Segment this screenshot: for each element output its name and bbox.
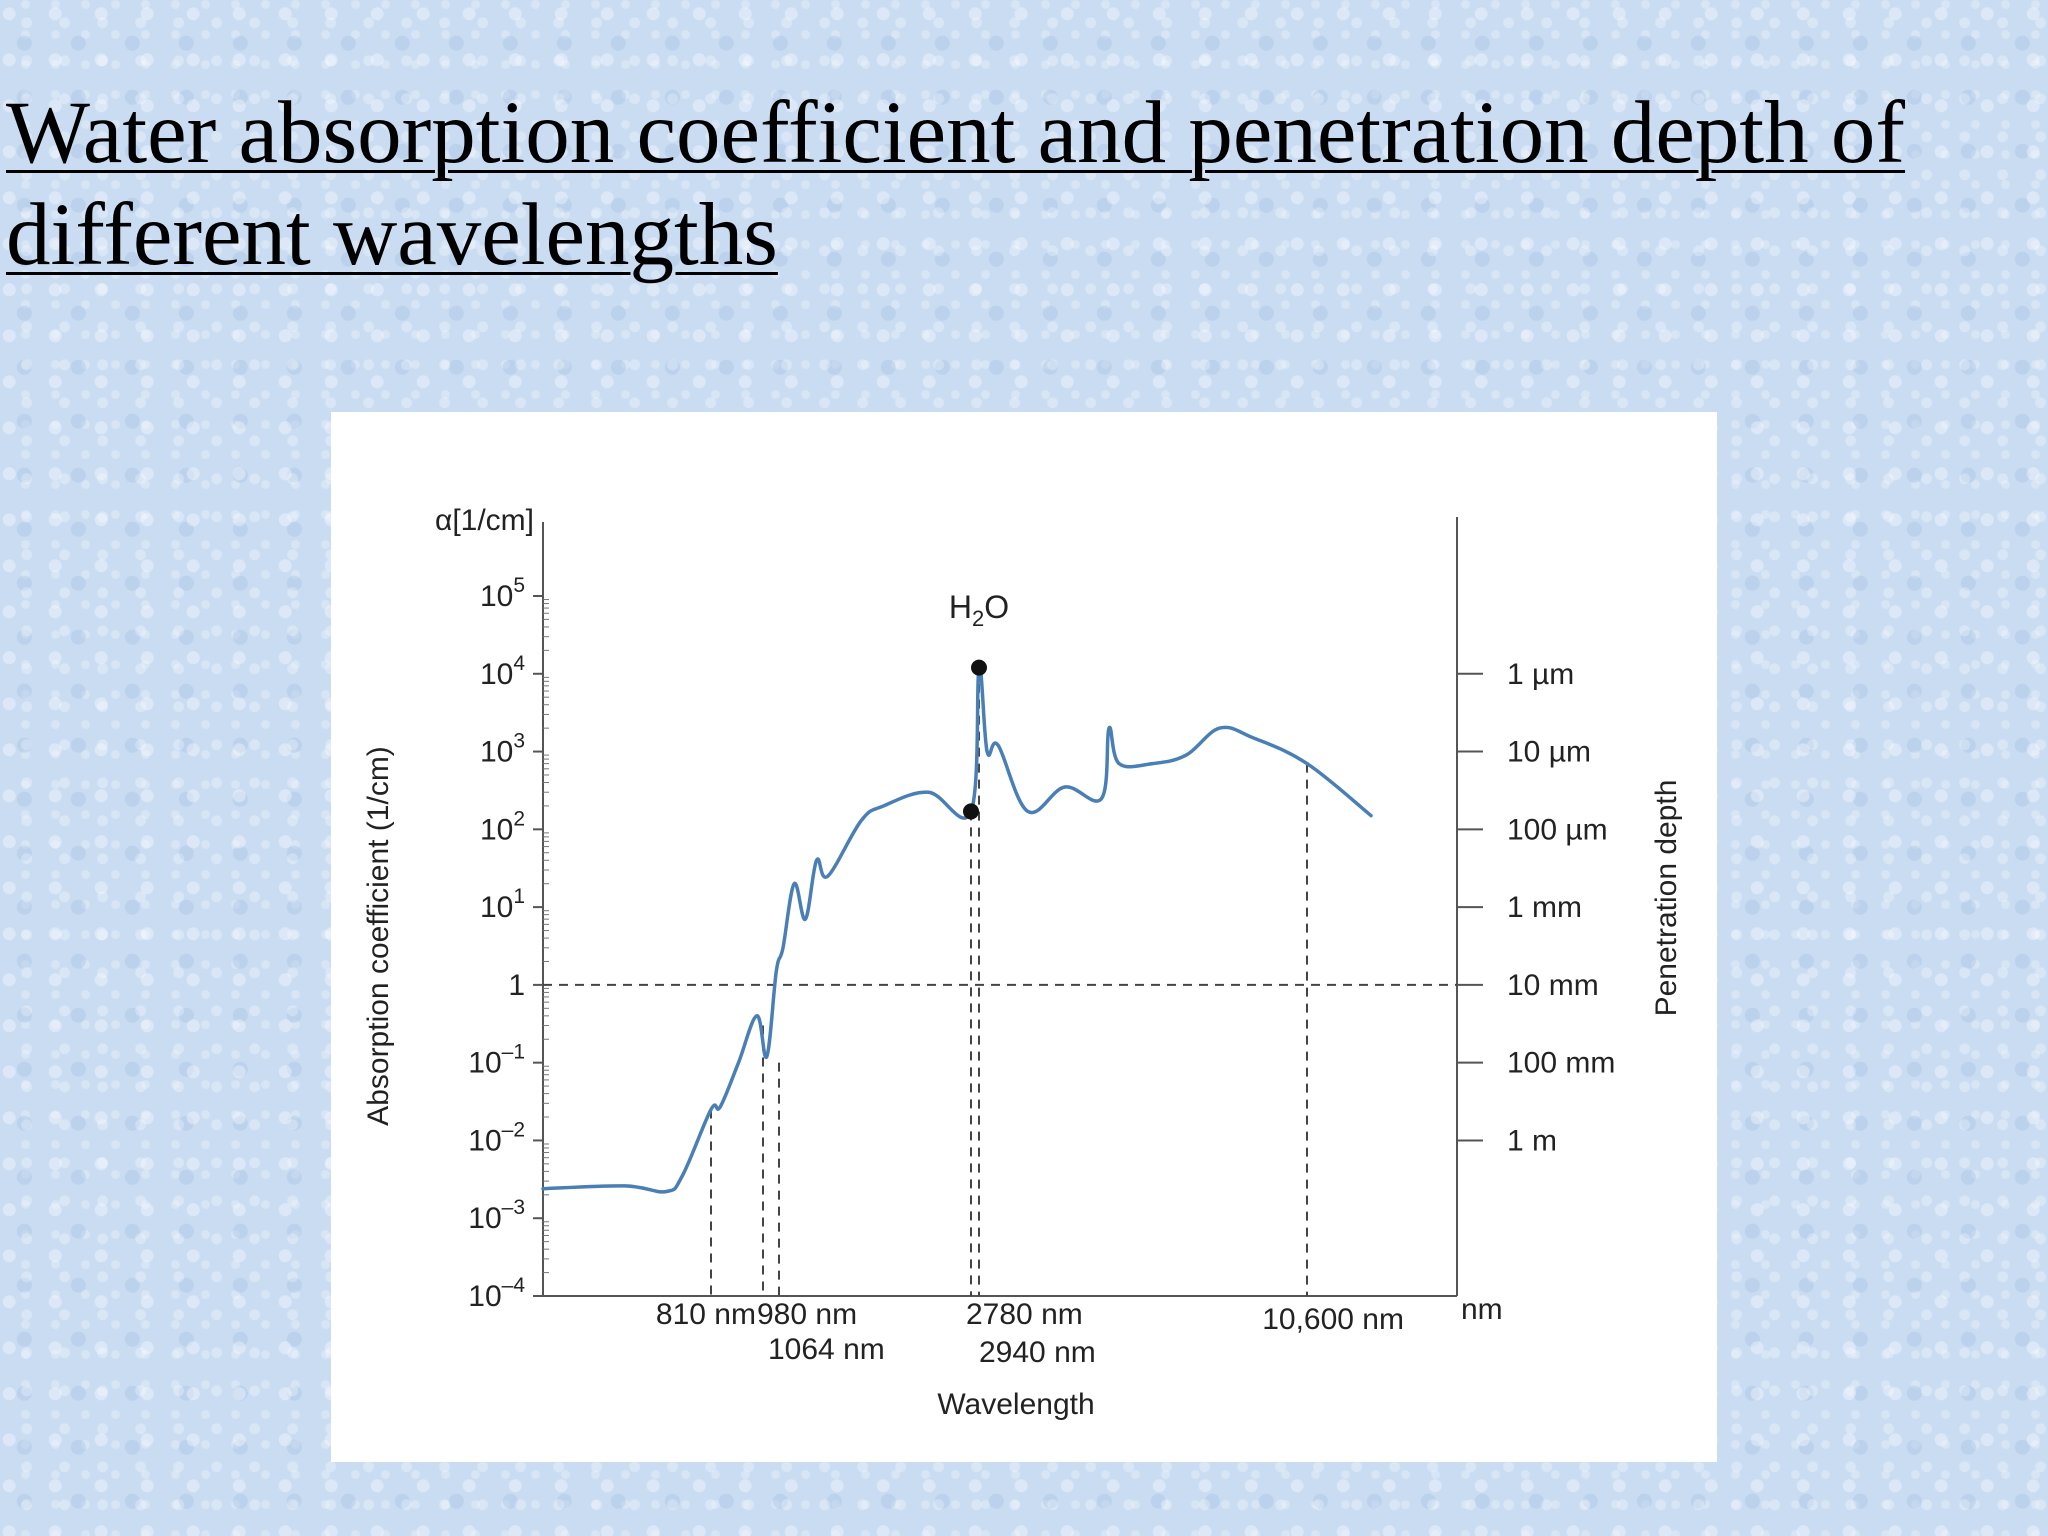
y2-tick-label: 1 mm: [1507, 891, 1582, 924]
y2-tick-label: 10 mm: [1507, 969, 1599, 1002]
x-marker-label: 980 nm: [757, 1298, 857, 1331]
y-tick-label: 105: [480, 574, 525, 613]
x-marker-label: 2780 nm: [966, 1298, 1083, 1331]
absorption-chart: 105 104 103 102 101 1 10–1 10–2 10–3 10–4 1 µm 10 µ…: [362, 504, 1683, 1421]
y-tick-label: 10–2: [468, 1118, 525, 1157]
y-tick-label: 102: [480, 807, 525, 846]
y-tick-label: 101: [480, 885, 525, 924]
y-tick-label: 104: [480, 652, 525, 691]
highlight-point: [963, 803, 979, 820]
h2o-annotation: H2O: [949, 589, 1009, 631]
x-marker-label: 1064 nm: [768, 1333, 885, 1366]
y-unit-label: α[1/cm]: [435, 504, 534, 537]
x-axis-title: Wavelength: [937, 1388, 1094, 1421]
y2-tick-label: 100 µm: [1507, 813, 1608, 846]
y2-tick-label: 100 mm: [1507, 1047, 1615, 1080]
y2-axis-title: Penetration depth: [1650, 780, 1683, 1017]
y-tick-label: 10–4: [468, 1274, 525, 1313]
y-tick-label: 10–3: [468, 1196, 525, 1235]
absorption-curve: [541, 665, 1373, 1194]
y2-tick-label: 10 µm: [1507, 736, 1591, 769]
y-tick-label: 10–1: [468, 1041, 525, 1080]
y2-tick-label: 1 µm: [1507, 658, 1574, 691]
y2-tick-label: 1 m: [1507, 1124, 1557, 1157]
slide-title: Water absorption coefficient and penetra…: [6, 84, 1906, 284]
x-marker-label: 810 nm: [656, 1298, 756, 1331]
y-tick-label: 1: [508, 969, 525, 1002]
x-marker-label: 10,600 nm: [1262, 1303, 1404, 1336]
chart-panel: 105 104 103 102 101 1 10–1 10–2 10–3 10–4 1 µm 10 µ…: [331, 412, 1717, 1462]
y-tick-label: 103: [480, 730, 525, 769]
y-axis-title: Absorption coefficient (1/cm): [362, 746, 395, 1126]
x-unit-label: nm: [1461, 1293, 1503, 1326]
highlight-point: [971, 659, 987, 676]
x-marker-label: 2940 nm: [979, 1336, 1096, 1369]
